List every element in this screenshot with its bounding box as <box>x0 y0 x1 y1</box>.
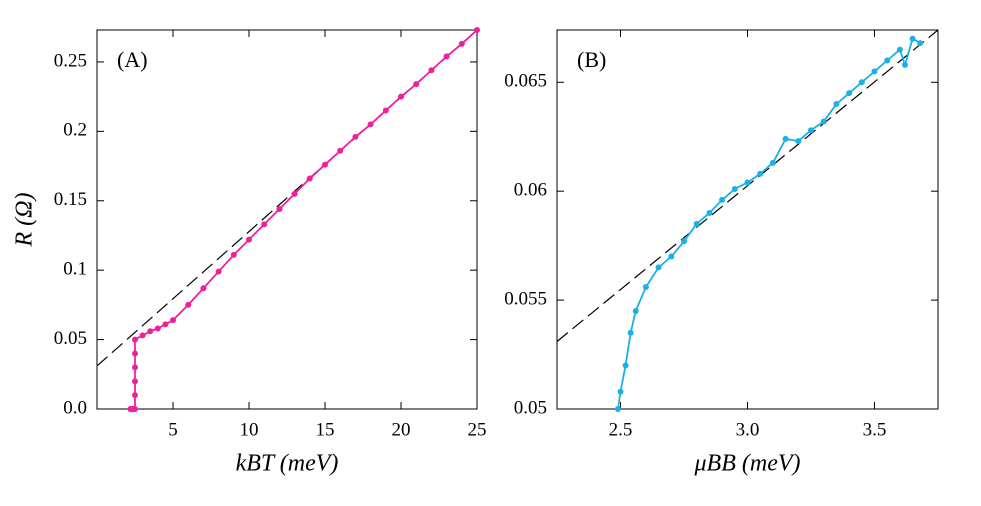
data-point <box>769 159 776 166</box>
x-tick-label: 15 <box>316 419 335 440</box>
data-point <box>681 238 687 245</box>
data-point <box>917 40 924 47</box>
y-tick-label: 0.06 <box>514 180 547 201</box>
y-tick-label: 0.1 <box>63 259 87 280</box>
x-axis-label: μBB (meV) <box>694 451 801 477</box>
data-point <box>858 79 865 86</box>
x-axis-label: kBT (meV) <box>236 451 339 477</box>
data-point <box>132 364 138 371</box>
data-point <box>170 317 176 324</box>
y-tick-label: 0.25 <box>54 50 87 71</box>
data-point <box>820 118 827 125</box>
data-point <box>782 135 789 142</box>
data-point <box>413 81 420 88</box>
data-point <box>367 121 374 128</box>
data-point <box>871 68 878 75</box>
data-point <box>693 220 700 227</box>
data-point <box>846 90 853 97</box>
plot-frame <box>96 29 478 410</box>
data-point <box>352 133 359 140</box>
data-point <box>185 301 192 308</box>
series-line <box>617 37 921 410</box>
x-tick-label: 25 <box>468 419 487 440</box>
y-tick-label: 0.2 <box>63 120 87 141</box>
data-point <box>132 336 138 343</box>
data-point <box>428 67 435 74</box>
data-point <box>132 378 138 385</box>
data-point <box>632 307 639 314</box>
data-point <box>614 406 621 412</box>
data-point <box>474 27 480 33</box>
y-tick-label: 0.05 <box>514 397 547 418</box>
data-point <box>200 285 207 292</box>
data-point <box>896 46 903 53</box>
data-point <box>261 221 268 228</box>
data-point <box>276 206 283 213</box>
y-tick-label: 0.05 <box>54 328 87 349</box>
data-point <box>162 321 169 328</box>
data-point <box>655 264 662 271</box>
series-line <box>556 29 939 342</box>
data-point <box>808 127 814 134</box>
data-point <box>884 57 891 64</box>
data-point <box>398 93 404 100</box>
data-point <box>909 35 916 42</box>
data-point <box>627 329 634 336</box>
data-point <box>132 392 138 399</box>
x-tick-label: 10 <box>240 419 259 440</box>
data-point <box>215 268 222 275</box>
data-point <box>230 251 237 258</box>
data-point <box>382 107 389 114</box>
data-point <box>642 284 649 291</box>
panel-label: (B) <box>577 47 606 72</box>
series-line <box>130 29 478 410</box>
data-point <box>719 196 726 203</box>
x-tick-label: 2.5 <box>609 419 633 440</box>
data-point <box>132 406 138 412</box>
data-point <box>622 362 629 369</box>
data-point <box>139 332 146 339</box>
data-point <box>337 147 344 154</box>
data-point <box>757 170 764 177</box>
data-point <box>617 388 624 395</box>
data-point <box>443 53 450 60</box>
data-point <box>795 138 802 145</box>
y-tick-label: 0.065 <box>504 71 547 92</box>
data-point <box>458 40 465 47</box>
data-point <box>291 190 298 197</box>
data-point <box>744 179 751 186</box>
data-point <box>132 350 138 357</box>
data-point <box>833 101 840 108</box>
y-axis-label: R (Ω) <box>12 192 38 247</box>
data-point <box>901 61 908 68</box>
plot-frame <box>556 29 939 410</box>
data-point <box>322 161 328 168</box>
x-tick-label: 3.5 <box>863 419 887 440</box>
data-point <box>246 236 252 243</box>
y-tick-label: 0.15 <box>54 189 87 210</box>
x-tick-label: 3.0 <box>736 419 760 440</box>
data-point <box>306 175 313 182</box>
data-point <box>668 253 675 260</box>
data-point <box>706 209 713 216</box>
x-tick-label: 20 <box>392 419 411 440</box>
data-point <box>154 325 161 332</box>
y-tick-label: 0.055 <box>504 288 547 309</box>
data-point <box>147 328 154 335</box>
data-point <box>731 186 738 193</box>
y-tick-label: 0.0 <box>63 397 87 418</box>
panel-label: (A) <box>117 47 148 72</box>
x-tick-label: 5 <box>168 419 178 440</box>
